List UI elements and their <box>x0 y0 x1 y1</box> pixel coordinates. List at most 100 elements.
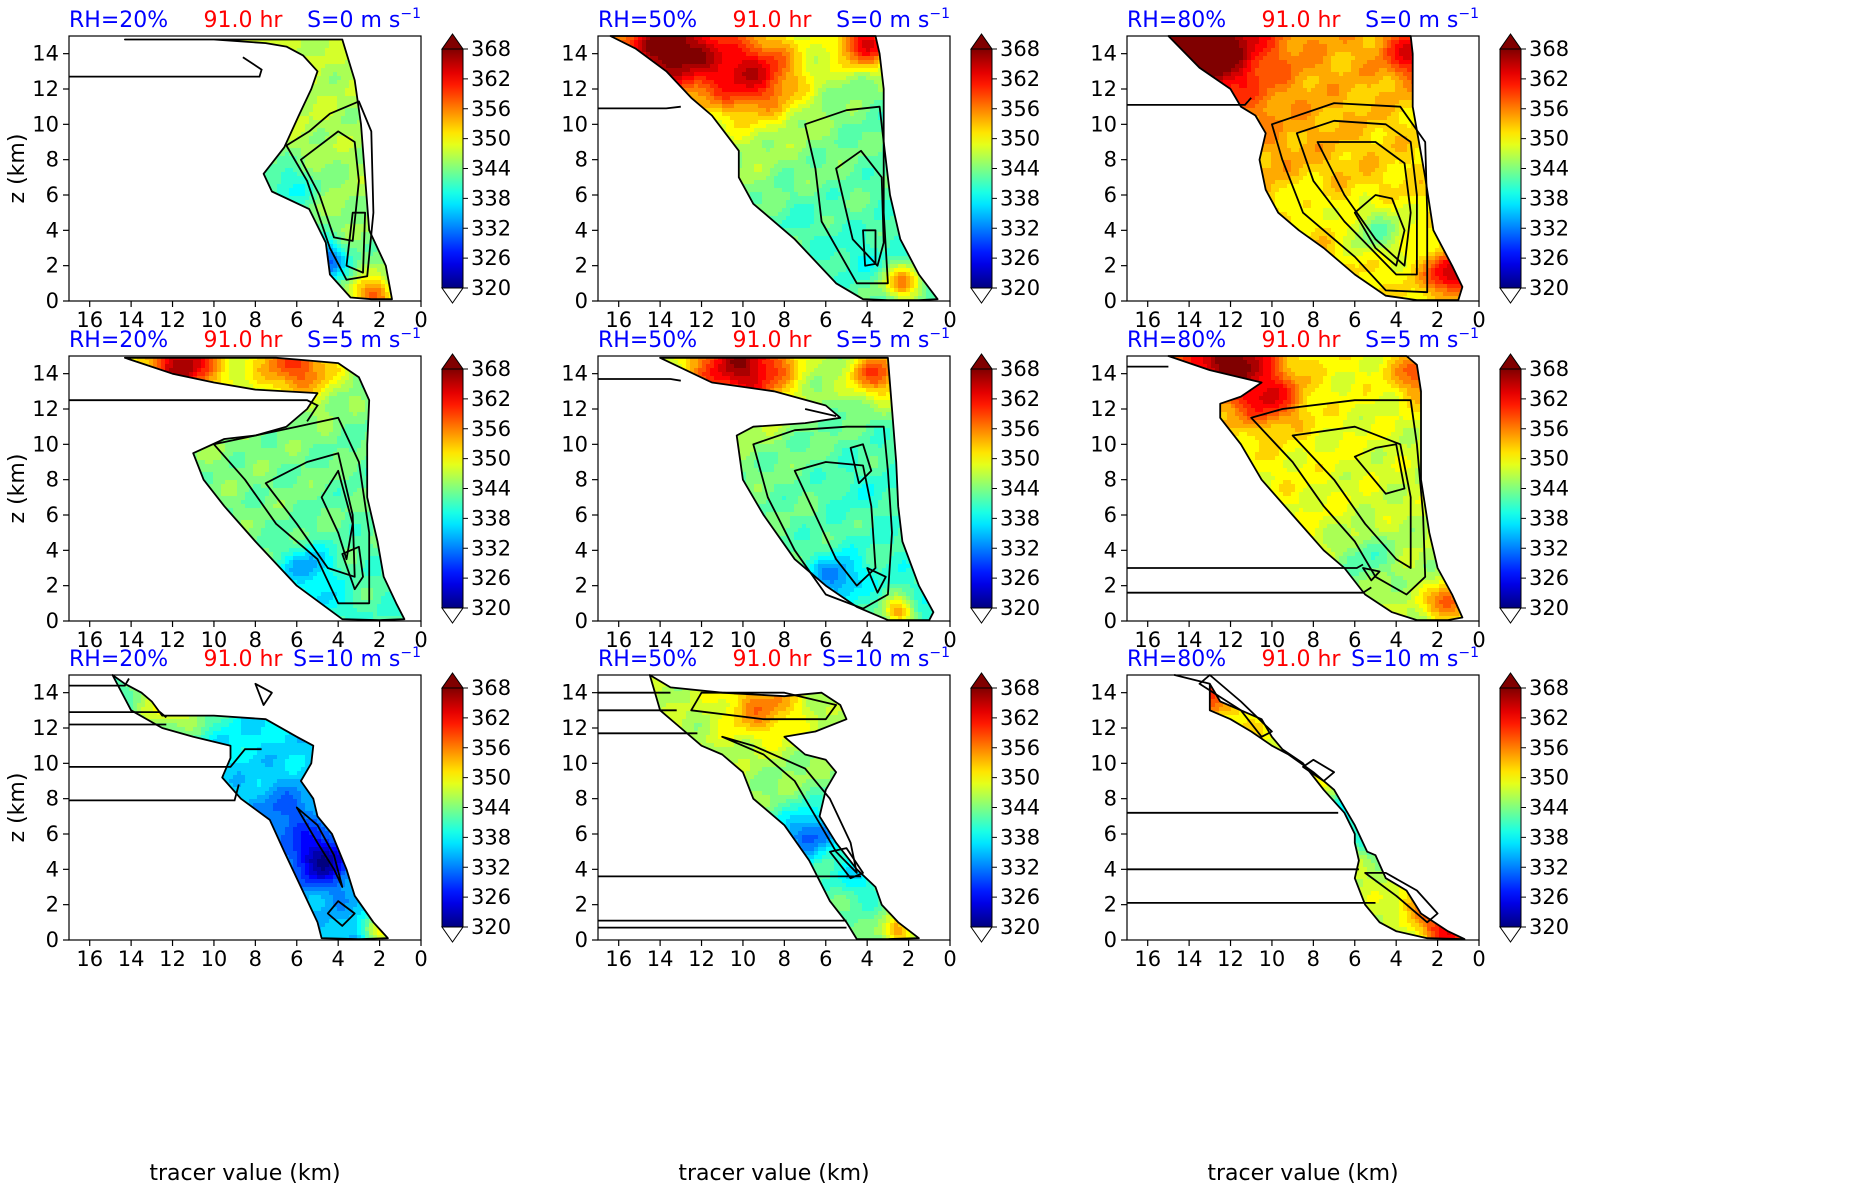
contour-line <box>69 784 240 802</box>
contour-line <box>69 711 167 719</box>
inner-contour <box>1364 872 1439 924</box>
contour-line <box>69 678 130 687</box>
x-tick-label: 14 <box>118 308 145 332</box>
inner-contour <box>752 425 893 610</box>
x-tick-label: 4 <box>1389 308 1402 332</box>
x-tick-label: 0 <box>414 628 427 652</box>
colorbar-extend-min <box>1499 287 1522 304</box>
colorbar-tick-label: 356 <box>1000 736 1040 760</box>
colorbar-tick-label: 326 <box>1000 566 1040 590</box>
colorbar-tick-label: 338 <box>1000 506 1040 530</box>
colorbar-extend-min <box>970 607 993 624</box>
y-tick-label: 10 <box>32 432 59 456</box>
inner-contour <box>254 682 273 706</box>
colorbar-extend-min <box>441 926 464 943</box>
x-tick-label: 14 <box>647 308 674 332</box>
colorbar-extend-max <box>970 353 993 370</box>
panel-title-time: 91.0 hr <box>733 647 813 672</box>
x-tick-label: 16 <box>605 308 632 332</box>
contour-line <box>69 56 263 78</box>
colorbar-extend-max <box>970 33 993 50</box>
panel-title-time: 91.0 hr <box>733 328 813 353</box>
y-tick-label: 2 <box>1104 254 1117 278</box>
x-tick-label: 0 <box>414 947 427 971</box>
y-tick-label: 4 <box>575 538 588 562</box>
colorbar: 320 326 332 338 344 350 356 362 368 <box>441 33 511 304</box>
colorbar-tick-label: 368 <box>1529 357 1569 381</box>
colorbar-extend-max <box>1499 33 1522 50</box>
panel-title-rh: RH=20% <box>69 8 168 33</box>
x-tick-label: 16 <box>1134 947 1161 971</box>
x-tick-label: 0 <box>943 628 956 652</box>
panel-title-shear: S=5 m s−1 <box>307 326 421 353</box>
x-tick-label: 6 <box>1348 947 1361 971</box>
colorbar-tick-label: 344 <box>471 477 511 501</box>
filled-field <box>610 36 938 301</box>
y-tick-label: 4 <box>46 218 59 242</box>
inner-contour <box>1316 141 1412 267</box>
colorbar-tick-label: 368 <box>471 676 511 700</box>
panel-7: 16 14 12 10 8 6 4 2 0 0 2 4 6 8 10 12 14 RH=20% 91.0 hr S=1… <box>32 645 511 971</box>
x-tick-label: 2 <box>902 947 915 971</box>
x-tick-label: 6 <box>290 947 303 971</box>
y-tick-label: 10 <box>561 112 588 136</box>
inner-contour <box>835 149 885 267</box>
y-tick-label: 0 <box>575 928 588 952</box>
x-tick-label: 8 <box>1307 947 1320 971</box>
y-tick-label: 12 <box>32 77 59 101</box>
y-tick-label: 10 <box>1090 112 1117 136</box>
x-tick-label: 0 <box>943 947 956 971</box>
y-tick-label: 0 <box>46 928 59 952</box>
y-tick-label: 0 <box>1104 928 1117 952</box>
x-tick-label: 4 <box>331 308 344 332</box>
colorbar-tick-label: 344 <box>471 796 511 820</box>
y-tick-label: 4 <box>575 218 588 242</box>
y-tick-label: 8 <box>1104 148 1117 172</box>
colorbar-body <box>441 687 464 928</box>
x-tick-label: 12 <box>159 308 186 332</box>
inner-contour <box>804 105 889 285</box>
x-tick-label: 4 <box>860 947 873 971</box>
y-axis-label: z (km) <box>5 454 30 524</box>
panel-title-time: 91.0 hr <box>1262 8 1342 33</box>
colorbar-tick-label: 356 <box>471 97 511 121</box>
colorbar-tick-label: 356 <box>1000 417 1040 441</box>
y-axis-label: z (km) <box>5 134 30 204</box>
x-tick-label: 2 <box>902 308 915 332</box>
colorbar-tick-label: 362 <box>1529 67 1569 91</box>
x-tick-label: 12 <box>688 308 715 332</box>
x-tick-label: 0 <box>943 308 956 332</box>
x-tick-label: 0 <box>1472 947 1485 971</box>
colorbar-tick-label: 350 <box>1529 766 1569 790</box>
colorbar-tick-label: 332 <box>1000 216 1040 240</box>
colorbar-tick-label: 332 <box>471 216 511 240</box>
inner-contour <box>295 806 344 888</box>
y-tick-label: 4 <box>1104 857 1117 881</box>
outer-contour <box>1167 355 1464 621</box>
y-tick-label: 8 <box>46 787 59 811</box>
x-tick-label: 2 <box>1431 947 1444 971</box>
contour-line <box>69 748 262 768</box>
y-tick-label: 6 <box>46 503 59 527</box>
x-tick-label: 10 <box>1259 947 1286 971</box>
y-tick-label: 6 <box>575 822 588 846</box>
x-tick-label: 6 <box>290 308 303 332</box>
axes-frame <box>1126 355 1480 622</box>
colorbar: 320 326 332 338 344 350 356 362 368 <box>970 33 1040 304</box>
x-tick-label: 14 <box>118 947 145 971</box>
x-tick-label: 0 <box>414 308 427 332</box>
x-tick-label: 10 <box>201 308 228 332</box>
y-tick-label: 6 <box>1104 183 1117 207</box>
inner-contour <box>264 452 356 578</box>
colorbar-tick-label: 320 <box>1000 915 1040 939</box>
colorbar-tick-label: 368 <box>471 357 511 381</box>
panel-title-rh: RH=20% <box>69 647 168 672</box>
x-tick-label: 8 <box>778 947 791 971</box>
x-tick-label: 8 <box>1307 628 1320 652</box>
colorbar-tick-label: 320 <box>1000 276 1040 300</box>
colorbar-extend-min <box>1499 607 1522 624</box>
colorbar: 320 326 332 338 344 350 356 362 368 <box>1499 672 1569 943</box>
colorbar-body <box>970 368 993 609</box>
y-tick-label: 2 <box>46 893 59 917</box>
x-tick-label: 8 <box>778 308 791 332</box>
